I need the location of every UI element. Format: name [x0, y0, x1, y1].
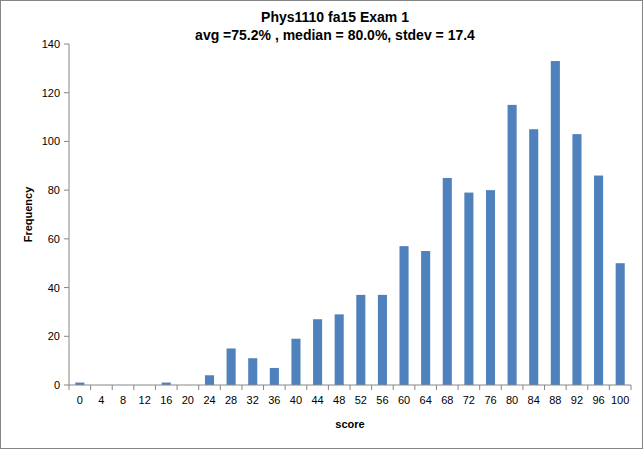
y-tick	[64, 92, 69, 93]
title: Phys1110 fa15 Exam 1	[261, 9, 409, 25]
x-tick	[112, 385, 113, 390]
bar	[270, 368, 279, 385]
x-tick-label: 48	[333, 394, 345, 406]
bar	[378, 295, 387, 385]
chart: Phys1110 fa15 Exam 1 avg =75.2% , median …	[0, 0, 643, 449]
x-tick-label: 4	[98, 394, 104, 406]
x-tick	[609, 385, 610, 390]
x-tick-label: 44	[311, 394, 323, 406]
x-tick-label: 64	[420, 394, 432, 406]
bar	[421, 251, 430, 385]
y-tick	[64, 141, 69, 142]
bar	[205, 375, 214, 385]
bar	[464, 193, 473, 385]
x-tick-label: 96	[592, 394, 604, 406]
x-tick-label: 52	[355, 394, 367, 406]
bar	[248, 358, 257, 385]
bar	[572, 134, 581, 385]
x-tick	[241, 385, 242, 390]
x-tick	[306, 385, 307, 390]
x-tick	[198, 385, 199, 390]
y-tick-label: 60	[48, 233, 60, 245]
x-tick	[220, 385, 221, 390]
x-tick	[263, 385, 264, 390]
y-tick	[64, 44, 69, 45]
bar	[529, 129, 538, 385]
x-tick-label: 68	[441, 394, 453, 406]
y-tick-label: 120	[42, 87, 60, 99]
y-tick	[64, 336, 69, 337]
x-tick	[522, 385, 523, 390]
y-axis	[69, 44, 70, 385]
x-tick	[458, 385, 459, 390]
x-tick-label: 60	[398, 394, 410, 406]
x-tick-label: 76	[484, 394, 496, 406]
x-tick-label: 8	[120, 394, 126, 406]
x-tick-label: 72	[463, 394, 475, 406]
y-axis-label: Frequency	[22, 186, 34, 243]
bar	[594, 176, 603, 385]
y-tick	[64, 385, 69, 386]
y-tick-label: 100	[42, 135, 60, 147]
x-tick-label: 16	[160, 394, 172, 406]
bar	[616, 263, 625, 385]
x-tick-label: 84	[528, 394, 540, 406]
x-tick	[631, 385, 632, 390]
x-tick-label: 28	[225, 394, 237, 406]
x-tick	[501, 385, 502, 390]
x-tick-label: 24	[203, 394, 215, 406]
x-tick	[69, 385, 70, 390]
bar	[508, 105, 517, 385]
x-tick	[371, 385, 372, 390]
bar	[227, 348, 236, 385]
x-tick	[90, 385, 91, 390]
y-tick-label: 40	[48, 282, 60, 294]
x-tick-label: 12	[139, 394, 151, 406]
bar	[313, 319, 322, 385]
x-tick-label: 56	[376, 394, 388, 406]
y-tick-label: 20	[48, 330, 60, 342]
x-tick	[414, 385, 415, 390]
x-tick	[177, 385, 178, 390]
x-tick	[350, 385, 351, 390]
x-tick-label: 100	[611, 394, 629, 406]
x-tick	[436, 385, 437, 390]
x-tick	[544, 385, 545, 390]
bar	[551, 61, 560, 385]
x-tick	[566, 385, 567, 390]
bar	[335, 314, 344, 385]
x-tick-label: 32	[247, 394, 259, 406]
bars	[75, 61, 624, 385]
x-tick	[133, 385, 134, 390]
bar	[399, 246, 408, 385]
bar	[443, 178, 452, 385]
x-tick	[393, 385, 394, 390]
y-tick-label: 80	[48, 184, 60, 196]
bar	[356, 295, 365, 385]
x-tick-label: 40	[290, 394, 302, 406]
x-tick	[587, 385, 588, 390]
x-tick-label: 36	[268, 394, 280, 406]
x-axis-label: score	[335, 418, 364, 430]
y-tick	[64, 238, 69, 239]
y-tick-label: 140	[42, 38, 60, 50]
subtitle: avg =75.2% , median = 80.0%, stdev = 17.…	[195, 27, 475, 43]
x-tick-label: 92	[571, 394, 583, 406]
x-tick-label: 20	[182, 394, 194, 406]
x-tick-label: 88	[549, 394, 561, 406]
x-tick	[285, 385, 286, 390]
bar	[486, 190, 495, 385]
y-tick-label: 0	[54, 379, 60, 391]
bar	[291, 339, 300, 385]
x-tick	[155, 385, 156, 390]
chart-border	[1, 1, 643, 449]
x-tick	[328, 385, 329, 390]
y-tick	[64, 190, 69, 191]
x-tick	[479, 385, 480, 390]
y-tick	[64, 287, 69, 288]
x-tick-label: 80	[506, 394, 518, 406]
x-tick-label: 0	[77, 394, 83, 406]
